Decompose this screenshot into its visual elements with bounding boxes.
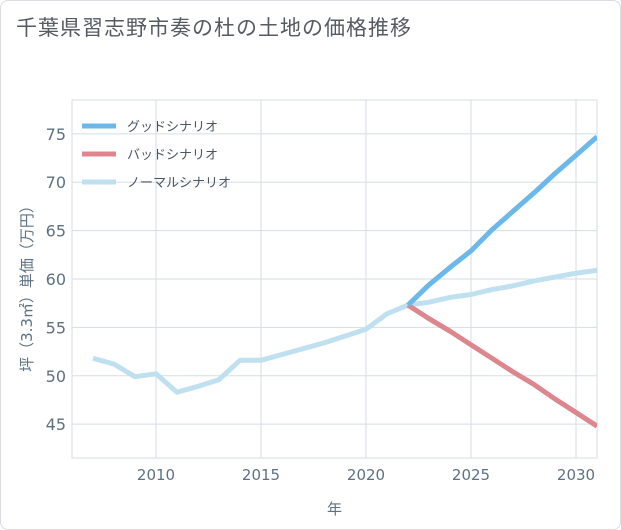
y-tick-label: 55 <box>46 318 66 337</box>
y-tick-label: 45 <box>46 415 66 434</box>
y-tick-label: 60 <box>46 270 66 289</box>
x-tick-label: 2030 <box>557 466 595 484</box>
x-tick-label: 2015 <box>242 466 280 484</box>
x-tick-label: 2020 <box>347 466 385 484</box>
y-axis-title: 坪（3.3㎡）単価（万円） <box>18 198 36 372</box>
legend-label-normal: ノーマルシナリオ <box>127 176 231 191</box>
x-axis-title: 年 <box>327 500 342 518</box>
series-line-good <box>406 134 597 307</box>
legend-label-good: グッドシナリオ <box>127 120 218 135</box>
legend-label-bad: バッドシナリオ <box>127 148 218 163</box>
chart-title: 千葉県習志野市奏の杜の土地の価格推移 <box>16 16 412 40</box>
x-tick-label: 2025 <box>452 466 490 484</box>
y-tick-label: 65 <box>46 222 66 241</box>
y-tick-label: 75 <box>46 125 66 144</box>
x-tick-label: 2010 <box>137 466 175 484</box>
y-tick-label: 70 <box>46 173 66 192</box>
series-line-bad <box>406 303 597 429</box>
y-tick-label: 50 <box>46 367 66 386</box>
series-line-normal <box>92 267 597 395</box>
